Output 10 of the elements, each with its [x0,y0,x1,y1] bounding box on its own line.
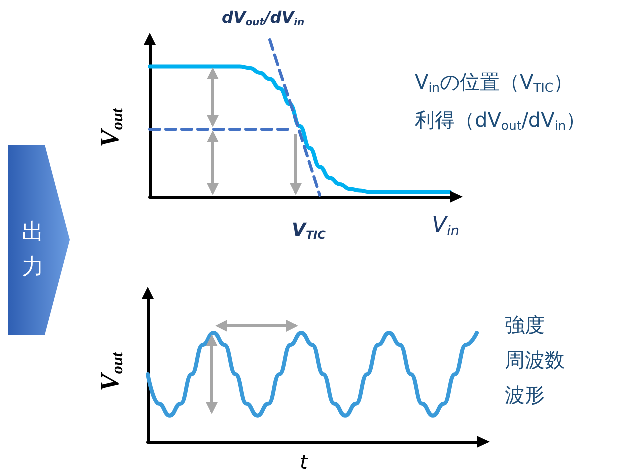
annotation: 利得（dV$_{out}$/dV$_{in}$） [415,108,586,134]
text: V$_{TIC}$ [292,220,326,242]
text: 強度 [505,313,545,337]
text: 出力 [22,219,45,282]
text: 波形 [505,383,545,407]
x-axis-title: t [300,450,308,473]
annotation: V$_{in}$の位置（V$_{TIC}$） [415,70,574,96]
text: dV$_{out}$/dV$_{in}$ [222,8,305,28]
text: 周波数 [505,348,565,372]
x-axis-title: V$_{in}$ [432,213,460,240]
